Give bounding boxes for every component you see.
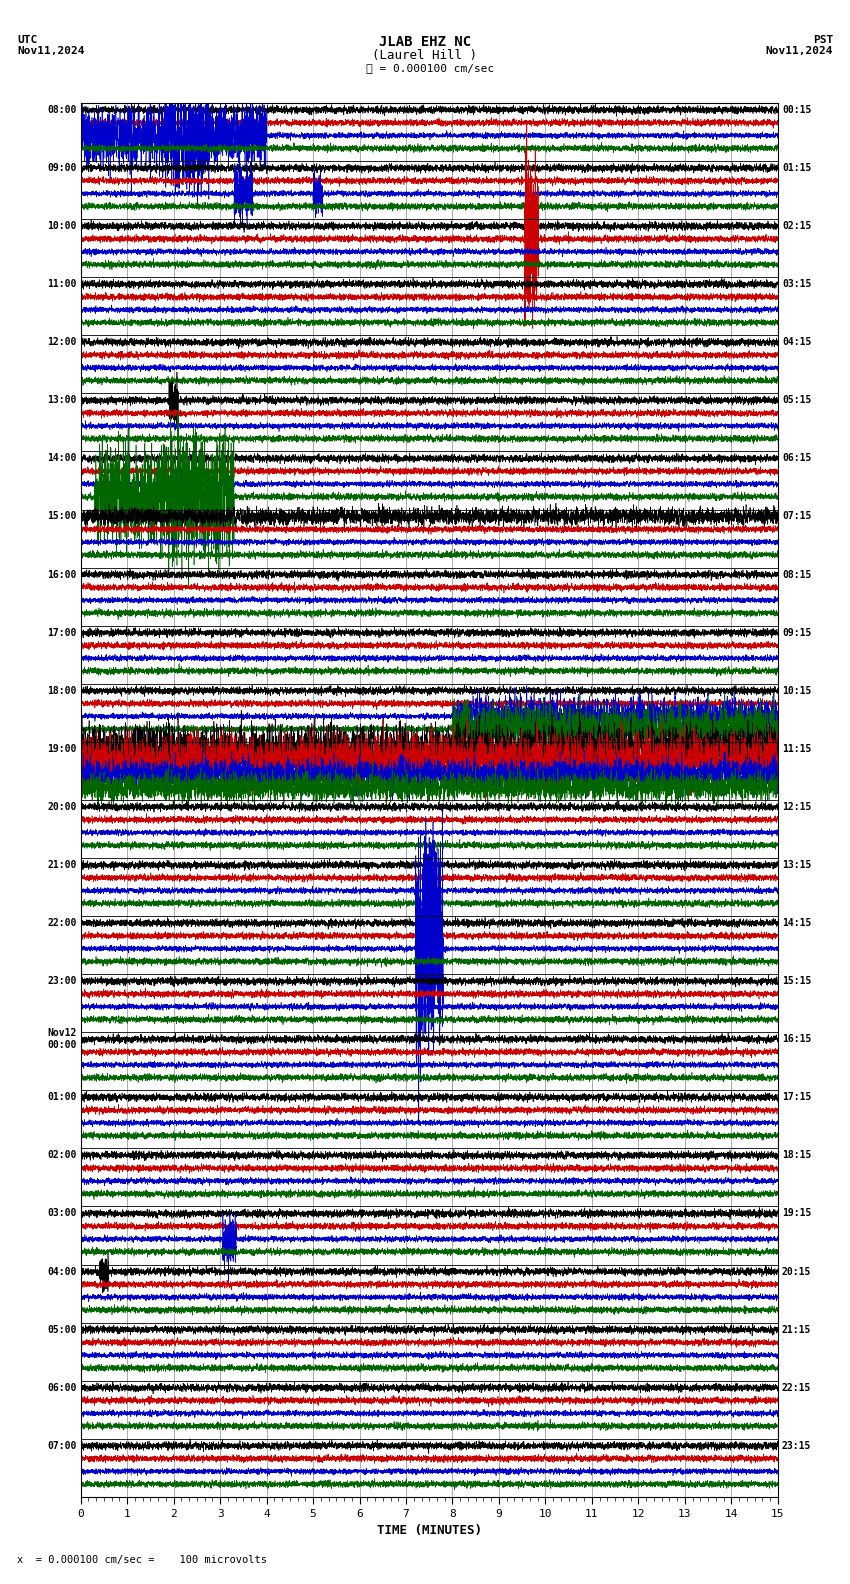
Text: 21:15: 21:15 <box>782 1324 811 1335</box>
Text: 02:15: 02:15 <box>782 222 811 231</box>
Text: 18:00: 18:00 <box>48 686 76 695</box>
Text: 21:00: 21:00 <box>48 860 76 870</box>
Text: 04:00: 04:00 <box>48 1267 76 1277</box>
Text: 20:15: 20:15 <box>782 1267 811 1277</box>
Text: 07:00: 07:00 <box>48 1441 76 1451</box>
Text: 19:00: 19:00 <box>48 744 76 754</box>
Text: 20:00: 20:00 <box>48 802 76 813</box>
Text: 03:15: 03:15 <box>782 279 811 290</box>
Text: 15:15: 15:15 <box>782 976 811 987</box>
Text: 05:15: 05:15 <box>782 396 811 406</box>
Text: 16:00: 16:00 <box>48 570 76 580</box>
Text: 09:15: 09:15 <box>782 627 811 638</box>
Text: 01:15: 01:15 <box>782 163 811 173</box>
Text: 02:00: 02:00 <box>48 1150 76 1161</box>
Text: 22:15: 22:15 <box>782 1383 811 1392</box>
Text: 19:15: 19:15 <box>782 1209 811 1218</box>
Text: x  = 0.000100 cm/sec =    100 microvolts: x = 0.000100 cm/sec = 100 microvolts <box>17 1555 267 1565</box>
X-axis label: TIME (MINUTES): TIME (MINUTES) <box>377 1524 482 1536</box>
Text: 12:15: 12:15 <box>782 802 811 813</box>
Text: 17:00: 17:00 <box>48 627 76 638</box>
Text: ⎹ = 0.000100 cm/sec: ⎹ = 0.000100 cm/sec <box>366 63 494 73</box>
Text: 18:15: 18:15 <box>782 1150 811 1161</box>
Text: 14:00: 14:00 <box>48 453 76 464</box>
Text: 06:00: 06:00 <box>48 1383 76 1392</box>
Text: 14:15: 14:15 <box>782 919 811 928</box>
Text: 12:00: 12:00 <box>48 337 76 347</box>
Text: 06:15: 06:15 <box>782 453 811 464</box>
Text: JLAB EHZ NC: JLAB EHZ NC <box>379 35 471 49</box>
Text: 04:15: 04:15 <box>782 337 811 347</box>
Text: 09:00: 09:00 <box>48 163 76 173</box>
Text: 23:00: 23:00 <box>48 976 76 987</box>
Text: PST
Nov11,2024: PST Nov11,2024 <box>766 35 833 57</box>
Text: 08:15: 08:15 <box>782 570 811 580</box>
Text: 11:00: 11:00 <box>48 279 76 290</box>
Text: 13:00: 13:00 <box>48 396 76 406</box>
Text: 22:00: 22:00 <box>48 919 76 928</box>
Text: UTC
Nov11,2024: UTC Nov11,2024 <box>17 35 84 57</box>
Text: 16:15: 16:15 <box>782 1034 811 1044</box>
Text: 23:15: 23:15 <box>782 1441 811 1451</box>
Text: (Laurel Hill ): (Laurel Hill ) <box>372 49 478 62</box>
Text: 08:00: 08:00 <box>48 105 76 116</box>
Text: 01:00: 01:00 <box>48 1093 76 1102</box>
Text: Nov12
00:00: Nov12 00:00 <box>48 1028 76 1050</box>
Text: 13:15: 13:15 <box>782 860 811 870</box>
Text: 00:15: 00:15 <box>782 105 811 116</box>
Text: 10:15: 10:15 <box>782 686 811 695</box>
Text: 07:15: 07:15 <box>782 512 811 521</box>
Text: 10:00: 10:00 <box>48 222 76 231</box>
Text: 03:00: 03:00 <box>48 1209 76 1218</box>
Text: 17:15: 17:15 <box>782 1093 811 1102</box>
Text: 05:00: 05:00 <box>48 1324 76 1335</box>
Text: 15:00: 15:00 <box>48 512 76 521</box>
Text: 11:15: 11:15 <box>782 744 811 754</box>
